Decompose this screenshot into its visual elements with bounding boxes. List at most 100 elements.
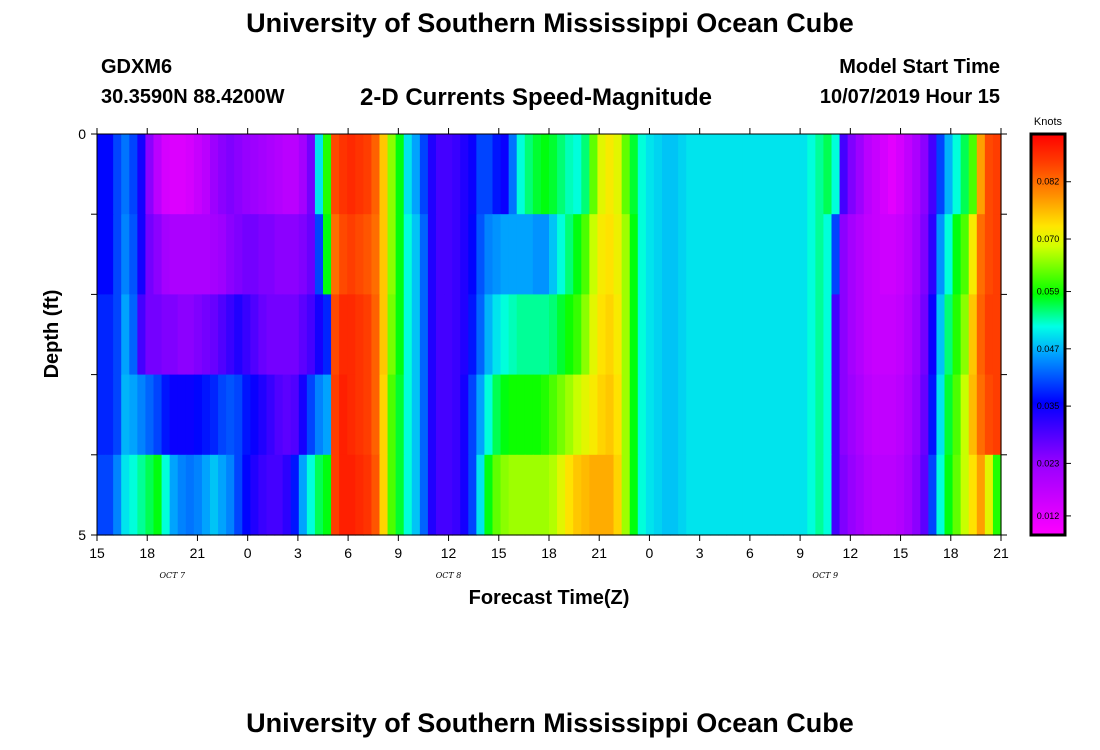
heat-cell xyxy=(379,374,389,456)
heat-cell xyxy=(516,374,526,456)
colorbar-tick-label: 0.047 xyxy=(1037,344,1060,354)
heat-cell xyxy=(960,214,970,295)
heat-cell xyxy=(920,134,929,215)
heat-cell xyxy=(121,294,130,376)
heat-cell xyxy=(605,454,615,536)
heat-cell xyxy=(161,294,171,376)
heat-cell xyxy=(331,294,340,376)
heat-cell xyxy=(460,454,469,536)
heat-cell xyxy=(444,454,453,536)
heat-cell xyxy=(395,374,405,456)
heat-cell xyxy=(637,214,647,295)
heat-cell xyxy=(823,214,833,295)
heat-cell xyxy=(242,294,251,376)
heat-cell xyxy=(783,214,792,295)
heat-cell xyxy=(258,134,268,215)
heat-cell xyxy=(500,214,510,295)
heat-cell xyxy=(791,134,800,215)
heat-cell xyxy=(347,134,356,215)
heat-cell xyxy=(484,214,494,295)
heat-cell xyxy=(129,134,138,215)
heat-cell xyxy=(427,374,437,456)
heat-cell xyxy=(419,454,429,536)
heat-cell xyxy=(347,454,356,536)
heat-cell xyxy=(831,214,841,295)
heat-cell xyxy=(177,214,187,295)
heat-cell xyxy=(153,294,163,376)
heat-cell xyxy=(976,134,986,215)
heat-cell xyxy=(944,294,954,376)
heat-cell xyxy=(766,214,776,295)
heat-cell xyxy=(952,214,962,295)
heat-cell xyxy=(210,134,219,215)
heat-cell xyxy=(282,134,292,215)
heat-cell xyxy=(968,214,978,295)
heat-cell xyxy=(161,134,171,215)
heat-cell xyxy=(201,134,211,215)
heat-cell xyxy=(468,294,477,376)
heat-cell xyxy=(210,214,219,295)
heat-cell xyxy=(613,214,623,295)
heat-cell xyxy=(492,134,502,215)
heat-cell xyxy=(290,454,300,536)
heat-cell xyxy=(726,134,736,215)
heat-cell xyxy=(831,374,841,456)
heat-cell xyxy=(436,374,445,456)
page-title: University of Southern Mississippi Ocean… xyxy=(246,8,854,38)
heat-cell xyxy=(444,294,453,376)
heat-cell xyxy=(589,454,599,536)
heat-cell xyxy=(557,214,566,295)
heat-cell xyxy=(678,294,687,376)
heat-cell xyxy=(492,454,502,536)
heat-cell xyxy=(331,374,340,456)
heat-cell xyxy=(169,134,179,215)
y-axis: 05 xyxy=(78,126,1007,543)
colorbar-tick-label: 0.012 xyxy=(1037,511,1060,521)
heat-cell xyxy=(928,454,938,536)
heat-cell xyxy=(815,214,825,295)
heat-cell xyxy=(645,214,655,295)
heat-cell xyxy=(290,374,300,456)
heat-cell xyxy=(589,294,599,376)
heat-cell xyxy=(476,454,486,536)
heat-cell xyxy=(371,134,381,215)
heat-cell xyxy=(314,134,324,215)
heat-cell xyxy=(145,134,155,215)
heat-cell xyxy=(177,294,187,376)
heat-cell xyxy=(718,134,728,215)
heat-cell xyxy=(436,454,445,536)
heat-cell xyxy=(177,454,187,536)
heat-cell xyxy=(589,374,599,456)
x-tick-label: 6 xyxy=(344,545,352,561)
heat-cell xyxy=(193,294,203,376)
heat-cell xyxy=(282,374,292,456)
heat-cell xyxy=(549,294,558,376)
x-tick-label: 21 xyxy=(993,545,1009,561)
heat-cell xyxy=(734,134,744,215)
heat-cell xyxy=(549,454,558,536)
heat-cell xyxy=(831,294,841,376)
heat-cell xyxy=(250,374,260,456)
heat-cell xyxy=(476,214,486,295)
heat-cell xyxy=(516,294,526,376)
heat-cell xyxy=(831,454,841,536)
heat-cell xyxy=(379,214,389,295)
heat-cell xyxy=(379,294,389,376)
heat-cell xyxy=(823,454,833,536)
heat-cell xyxy=(888,374,897,456)
heat-cell xyxy=(484,294,494,376)
heat-cell xyxy=(395,454,405,536)
heat-cell xyxy=(500,374,510,456)
heat-cell xyxy=(589,134,599,215)
heat-cell xyxy=(387,214,397,295)
heat-cell xyxy=(855,134,865,215)
heat-cell xyxy=(516,454,526,536)
heat-cell xyxy=(395,134,405,215)
heat-cell xyxy=(750,294,760,376)
heat-cell xyxy=(726,454,736,536)
heat-cell xyxy=(403,294,413,376)
heat-cell xyxy=(355,454,364,536)
heat-cell xyxy=(234,374,243,456)
heat-cell xyxy=(266,214,276,295)
heat-cell xyxy=(161,374,171,456)
